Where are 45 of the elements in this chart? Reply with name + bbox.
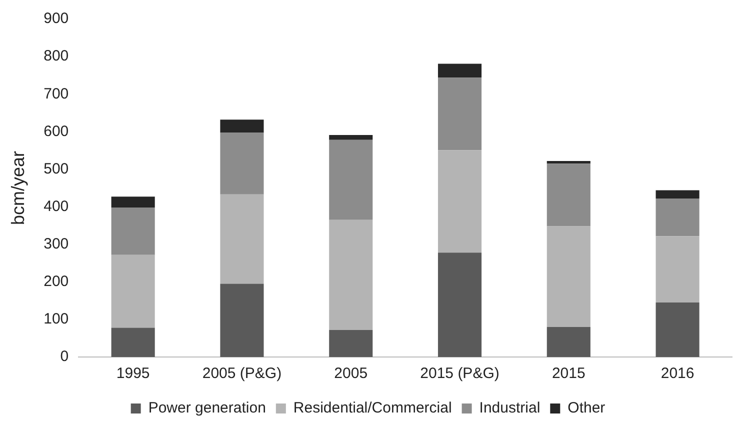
x-tick-label: 2015 (P&G) — [420, 365, 500, 382]
bar — [329, 135, 373, 140]
bar — [546, 164, 590, 226]
y-tick-label: 800 — [44, 48, 69, 65]
legend-label: Other — [568, 400, 606, 417]
bar — [656, 236, 700, 303]
bar — [438, 252, 482, 357]
y-tick-label: 600 — [44, 122, 69, 140]
legend-label: Residential/Commercial — [293, 400, 452, 417]
bar — [656, 190, 700, 199]
x-tick-label: 1995 — [116, 365, 150, 382]
bar — [329, 330, 373, 357]
bar — [329, 140, 373, 220]
bar — [111, 196, 155, 208]
bar — [438, 64, 482, 78]
y-tick-label: 700 — [44, 85, 69, 102]
x-tick-label: 2005 (P&G) — [202, 365, 282, 382]
y-tick-label: 400 — [44, 198, 69, 215]
bar — [111, 328, 155, 357]
bar — [438, 78, 482, 150]
bar — [546, 226, 590, 327]
bar — [546, 326, 590, 357]
bar — [111, 208, 155, 255]
x-tick-label: 2016 — [660, 365, 694, 382]
y-tick-label: 0 — [60, 348, 69, 366]
y-tick-label: 100 — [44, 310, 69, 328]
bar — [111, 254, 155, 328]
y-axis-title: bcm/year — [8, 150, 28, 226]
y-tick-label: 300 — [44, 235, 69, 252]
x-tick-label: 2015 — [552, 365, 586, 382]
bar — [656, 302, 700, 357]
legend-label: Power generation — [148, 400, 266, 417]
bar — [438, 150, 482, 253]
bar — [220, 194, 264, 284]
bar — [220, 284, 264, 357]
y-tick-label: 900 — [44, 10, 69, 28]
bar — [546, 160, 590, 164]
bar — [329, 220, 373, 330]
bar — [220, 120, 264, 133]
bar — [656, 198, 700, 236]
y-tick-label: 500 — [44, 160, 69, 178]
legend-label: Industrial — [479, 400, 540, 417]
x-tick-label: 2005 — [334, 365, 368, 382]
y-tick-label: 200 — [44, 273, 69, 290]
bar — [220, 132, 264, 194]
